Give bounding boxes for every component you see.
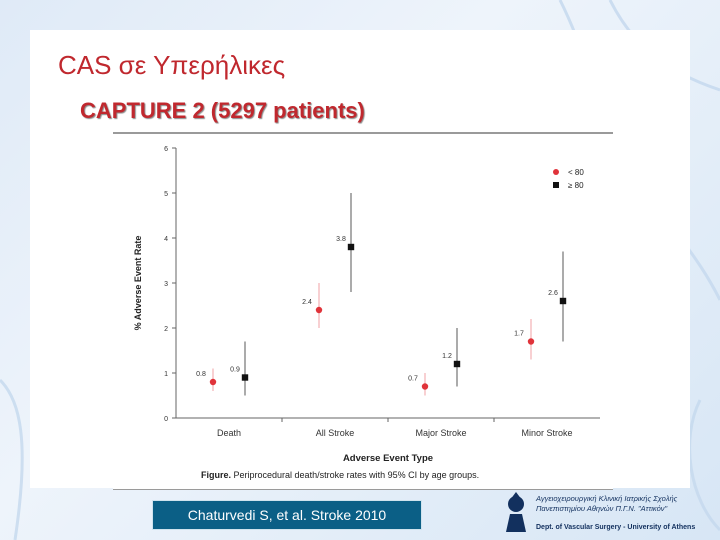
logo-line-2: Πανεπιστημίου Αθηνών Π.Γ.Ν. "Αττικόν" [536, 504, 668, 513]
legend-label: < 80 [568, 168, 584, 177]
data-label: 1.2 [442, 353, 452, 360]
x-tick-label: All Stroke [316, 428, 355, 438]
data-label: 0.8 [196, 371, 206, 378]
chart-frame: 0 1 2 3 4 5 6 Death All Stroke Major Stroke Minor … [113, 132, 613, 490]
data-label: 0.9 [230, 367, 240, 374]
data-point [209, 378, 217, 386]
data-point [421, 383, 429, 390]
data-point [453, 360, 461, 368]
y-tick-label: 1 [164, 371, 168, 378]
citation-box: Chaturvedi S, et al. Stroke 2010 [152, 500, 422, 530]
data-point [241, 374, 249, 381]
slide-title: CAS σε Υπερήλικες [58, 50, 286, 80]
legend-label: ≥ 80 [568, 181, 584, 190]
data-label: 2.6 [548, 290, 558, 297]
data-point [315, 306, 323, 314]
logo-line-1: Αγγειοχειρουργική Κλινική Ιατρικής Σχολή… [536, 494, 678, 503]
university-logo: Αγγειοχειρουργική Κλινική Ιατρικής Σχολή… [500, 490, 710, 536]
figure-caption-text: Periprocedural death/stroke rates with 9… [234, 470, 480, 480]
data-label: 1.7 [514, 331, 524, 338]
slide-subtitle: CAPTURE 2 (5297 patients) [80, 98, 365, 123]
figure-caption-bold: Figure. [201, 470, 234, 480]
data-point [347, 243, 355, 251]
data-label: 3.8 [336, 236, 346, 243]
athena-emblem-icon [506, 492, 526, 532]
x-tick-label: Minor Stroke [521, 428, 572, 438]
x-tick-label: Major Stroke [415, 428, 466, 438]
legend-marker [553, 182, 559, 188]
y-axis-label: % Adverse Event Rate [133, 236, 143, 331]
x-axis-label: Adverse Event Type [343, 453, 433, 464]
y-tick-label: 2 [164, 326, 168, 333]
y-tick-label: 0 [164, 416, 168, 423]
y-tick-label: 5 [164, 191, 168, 198]
y-tick-label: 4 [164, 236, 168, 243]
y-tick-label: 6 [164, 146, 168, 153]
x-tick-label: Death [217, 428, 241, 438]
data-label: 2.4 [302, 299, 312, 306]
data-point [559, 297, 567, 305]
legend-marker [553, 169, 559, 175]
chart-svg: 0 1 2 3 4 5 6 Death All Stroke Major Stroke Minor … [133, 146, 600, 480]
figure-caption: Figure. Periprocedural death/stroke rate… [201, 470, 479, 480]
logo-dept: Dept. of Vascular Surgery - University o… [536, 524, 696, 531]
y-tick-label: 3 [164, 281, 168, 288]
data-point [527, 338, 535, 345]
data-label: 0.7 [408, 376, 418, 383]
